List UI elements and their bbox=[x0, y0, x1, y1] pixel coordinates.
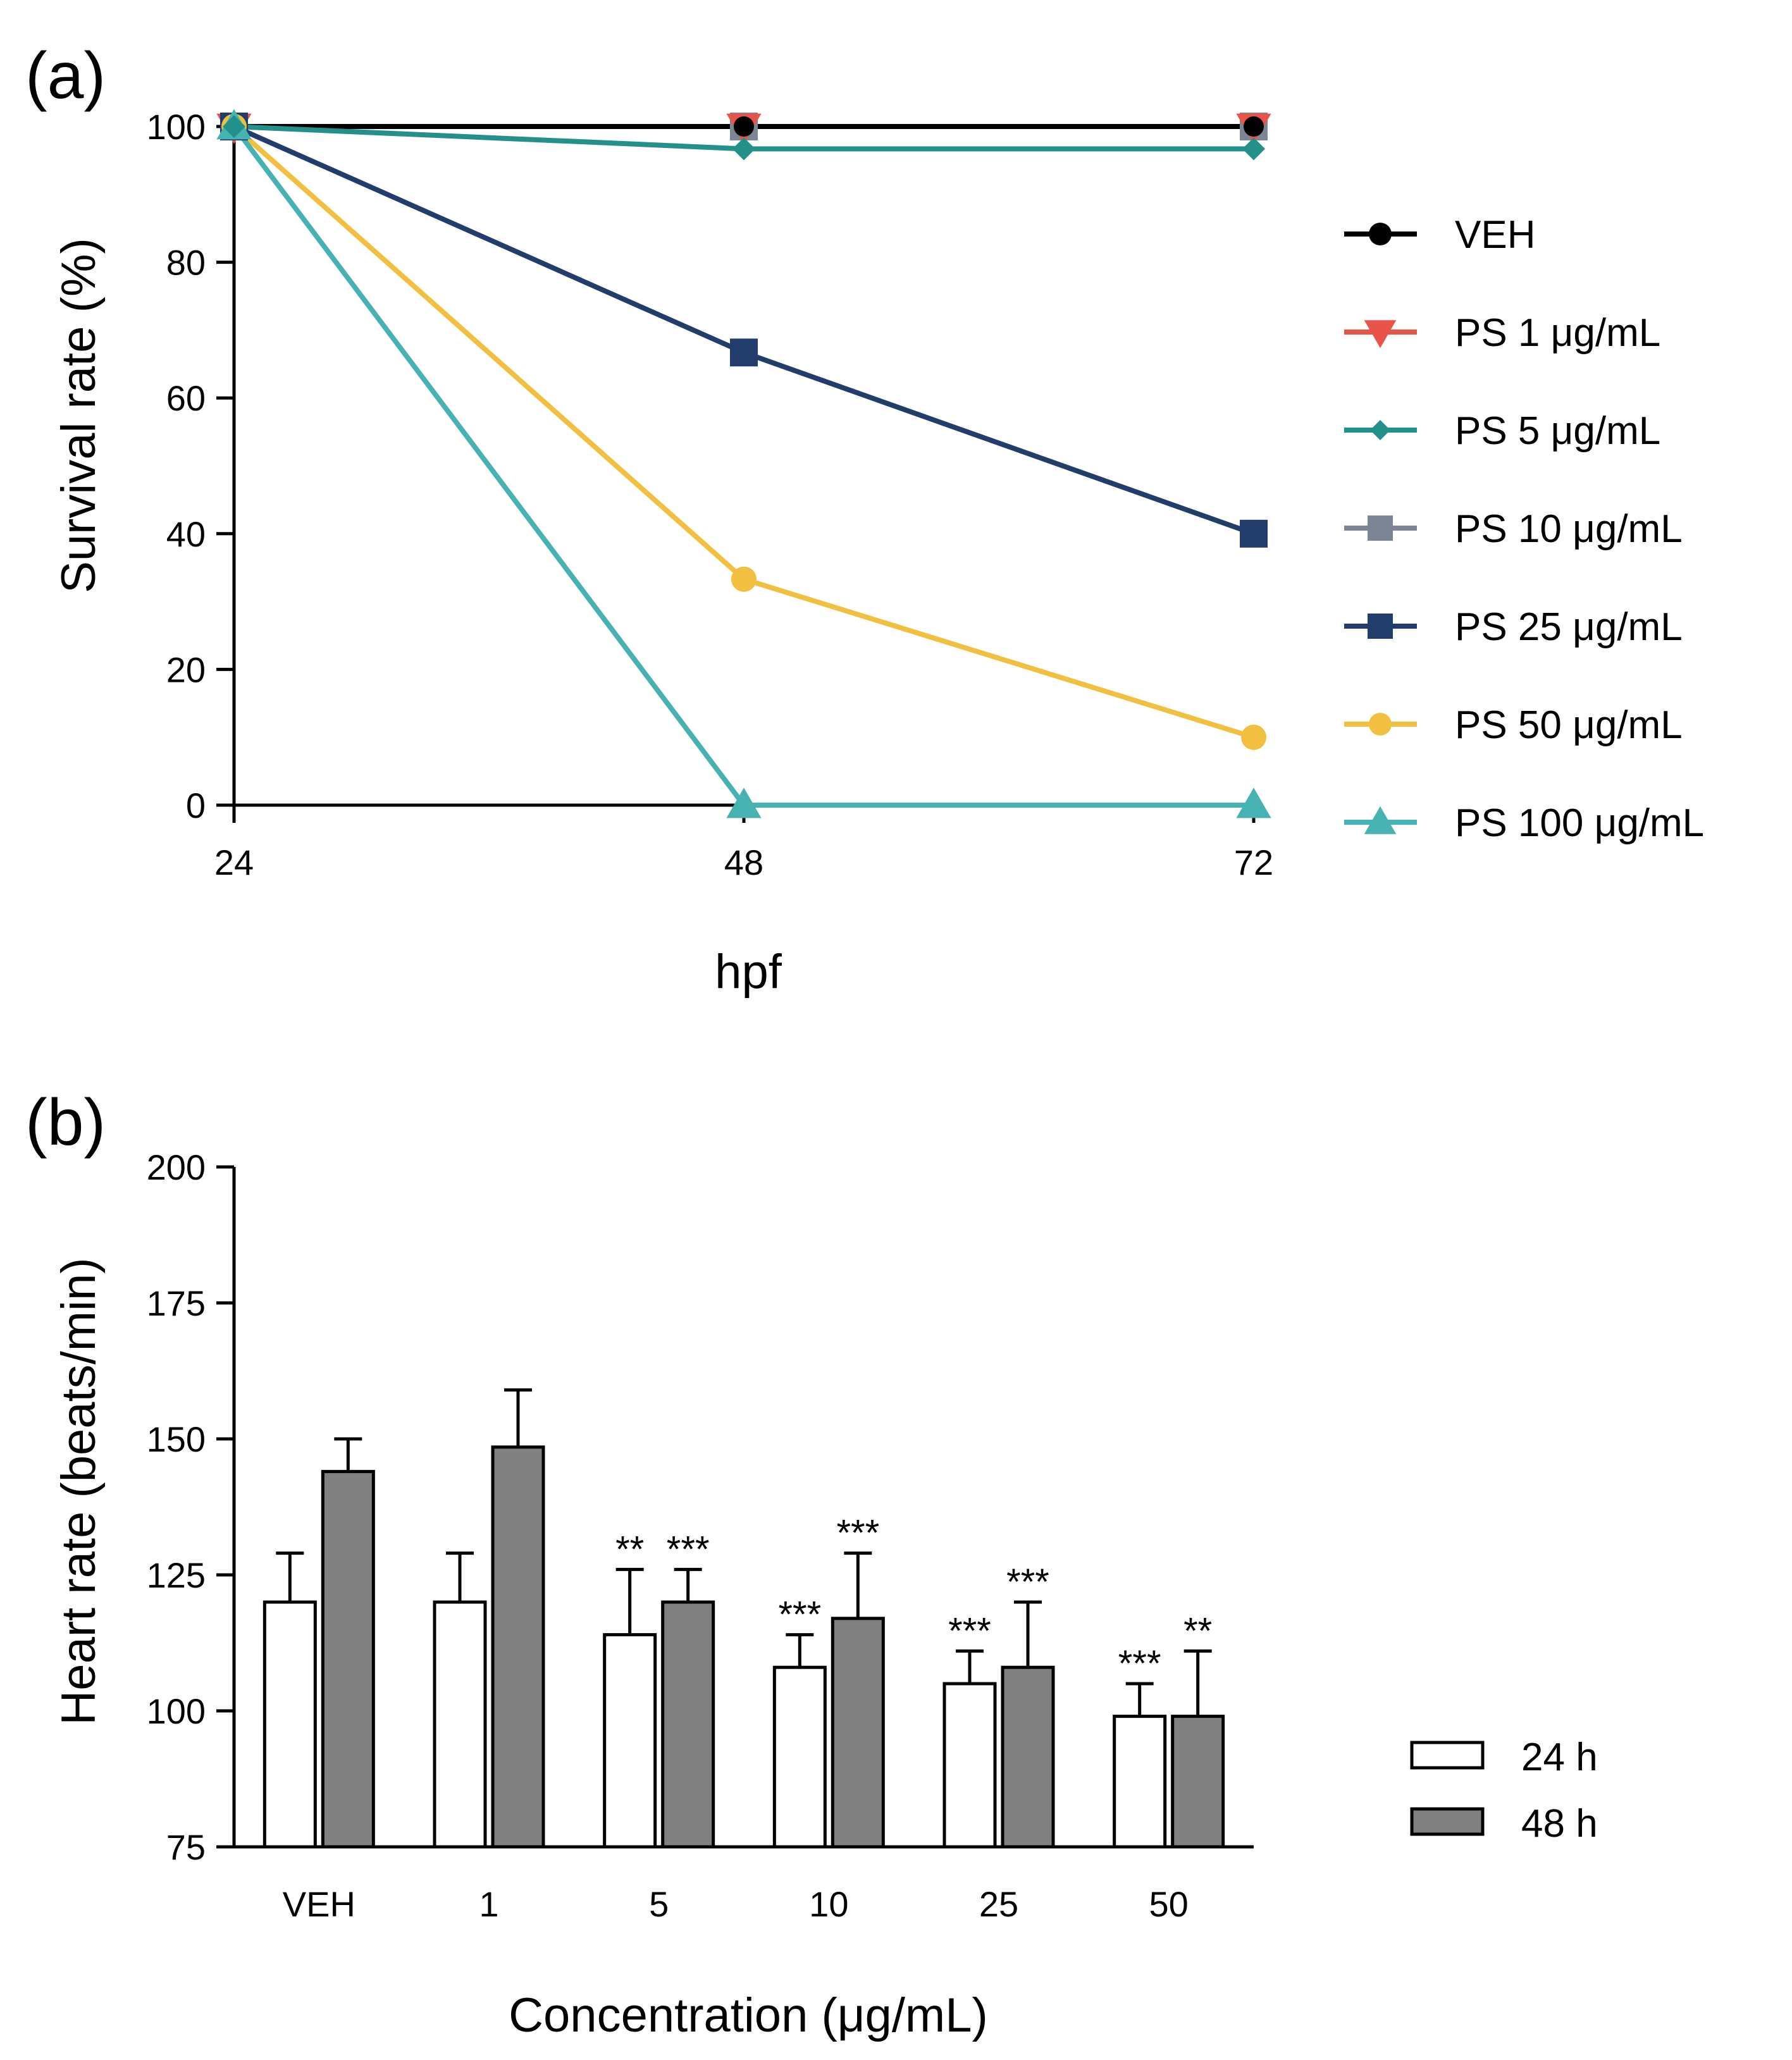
legend-label-48-h: 48 h bbox=[1521, 1802, 1598, 1846]
legend-marker-ps-25-ug-ml bbox=[1368, 614, 1393, 639]
significance-marker: *** bbox=[948, 1610, 991, 1651]
data-point-veh bbox=[734, 116, 754, 137]
category-label: 10 bbox=[809, 1884, 848, 1924]
panel-b-x-axis-title: Concentration (μg/mL) bbox=[509, 1989, 988, 2042]
panel-a-y-tick-label: 0 bbox=[186, 786, 206, 825]
panel-a-survival-chart: (a) Survival rate (%) hpf 0 20 40 60 80 100 24… bbox=[25, 39, 1704, 999]
panel-b-y-tick-label: 175 bbox=[147, 1283, 206, 1323]
bar-24-h bbox=[772, 1665, 827, 1849]
legend-label-ps-25-ug-ml: PS 25 μg/mL bbox=[1455, 605, 1683, 649]
panel-b-label: (b) bbox=[25, 1086, 106, 1159]
panel-a-y-tick-label: 40 bbox=[166, 514, 206, 554]
panel-b-y-tick-label: 125 bbox=[147, 1555, 206, 1595]
legend-label-ps-100-ug-ml: PS 100 μg/mL bbox=[1455, 801, 1704, 845]
panel-b-y-tick-label: 150 bbox=[147, 1419, 206, 1459]
panel-a-label: (a) bbox=[25, 39, 106, 113]
legend-marker-ps-1-ug-ml bbox=[1364, 320, 1397, 348]
bar-48-h bbox=[1001, 1665, 1055, 1849]
bar-48-h bbox=[1171, 1715, 1225, 1849]
panel-a-y-tick-label: 80 bbox=[166, 243, 206, 283]
bar-24-h bbox=[942, 1682, 997, 1849]
legend-label-ps-5-ug-ml: PS 5 μg/mL bbox=[1455, 409, 1660, 453]
bar-24-h bbox=[1113, 1715, 1167, 1849]
data-point-ps-100-ug-ml bbox=[726, 787, 762, 818]
significance-marker: *** bbox=[778, 1594, 821, 1636]
panel-a-y-tick-label: 100 bbox=[147, 107, 206, 147]
legend-marker-ps-5-ug-ml bbox=[1370, 420, 1390, 440]
legend-swatch-48-h bbox=[1410, 1807, 1485, 1836]
panel-a-y-tick-label: 20 bbox=[166, 650, 206, 689]
legend-marker-ps-50-ug-ml bbox=[1369, 713, 1392, 736]
data-point-ps-5-ug-ml bbox=[1242, 137, 1265, 161]
data-point-ps-25-ug-ml bbox=[1240, 519, 1268, 548]
data-point-ps-5-ug-ml bbox=[223, 115, 245, 138]
data-point-ps-5-ug-ml bbox=[732, 137, 755, 161]
legend-marker-ps-100-ug-ml bbox=[1364, 806, 1397, 834]
panel-a-x-tick-label: 72 bbox=[1234, 842, 1273, 882]
bar-48-h bbox=[831, 1617, 885, 1849]
data-point-ps-25-ug-ml bbox=[730, 338, 758, 367]
panel-a-x-tick-label: 48 bbox=[724, 842, 763, 882]
bar-24-h bbox=[263, 1600, 317, 1849]
bar-48-h bbox=[661, 1600, 715, 1849]
significance-marker: *** bbox=[1006, 1562, 1049, 1603]
data-point-ps-50-ug-ml bbox=[731, 566, 757, 592]
panel-b-y-tick-label: 75 bbox=[166, 1827, 206, 1867]
category-label: 50 bbox=[1149, 1884, 1189, 1924]
bar-48-h bbox=[491, 1445, 545, 1849]
category-label: 1 bbox=[479, 1884, 498, 1924]
data-point-ps-50-ug-ml bbox=[1241, 724, 1266, 750]
data-point-veh bbox=[1244, 116, 1264, 137]
panel-a-y-tick-label: 60 bbox=[166, 378, 206, 418]
panel-b-y-tick-label: 200 bbox=[147, 1147, 206, 1187]
legend-marker-ps-10-ug-ml bbox=[1368, 515, 1393, 541]
legend-label-ps-10-ug-ml: PS 10 μg/mL bbox=[1455, 507, 1683, 551]
category-label: 5 bbox=[649, 1884, 669, 1924]
series-line-ps-50-ug-ml bbox=[232, 125, 1255, 740]
legend-label-ps-1-ug-ml: PS 1 μg/mL bbox=[1455, 311, 1660, 355]
significance-marker: ** bbox=[615, 1529, 644, 1570]
bar-48-h bbox=[321, 1470, 375, 1849]
bar-24-h bbox=[603, 1633, 657, 1849]
legend-swatch-24-h bbox=[1410, 1741, 1485, 1770]
legend-label-veh: VEH bbox=[1455, 213, 1535, 257]
bar-24-h bbox=[433, 1600, 487, 1849]
legend-label-ps-50-ug-ml: PS 50 μg/mL bbox=[1455, 703, 1683, 747]
significance-marker: *** bbox=[1118, 1643, 1161, 1684]
category-label: 25 bbox=[979, 1884, 1018, 1924]
panel-a-x-axis-title: hpf bbox=[715, 945, 782, 999]
legend-marker-veh bbox=[1369, 223, 1392, 245]
panel-a-y-axis-title: Survival rate (%) bbox=[52, 238, 106, 593]
significance-marker: *** bbox=[667, 1529, 710, 1570]
panel-b-heart-rate-chart: (b) Heart rate (beats/min) Concentration… bbox=[25, 1086, 1598, 2042]
category-label: VEH bbox=[283, 1884, 355, 1924]
significance-marker: ** bbox=[1183, 1610, 1212, 1651]
series-line-ps-100-ug-ml bbox=[232, 125, 1254, 808]
significance-marker: *** bbox=[836, 1513, 879, 1554]
data-point-ps-100-ug-ml bbox=[1236, 787, 1271, 818]
panel-a-x-tick-label: 24 bbox=[214, 842, 254, 882]
panel-b-y-axis-title: Heart rate (beats/min) bbox=[52, 1257, 106, 1725]
panel-b-y-tick-label: 100 bbox=[147, 1691, 206, 1731]
legend-label-24-h: 24 h bbox=[1521, 1736, 1598, 1779]
